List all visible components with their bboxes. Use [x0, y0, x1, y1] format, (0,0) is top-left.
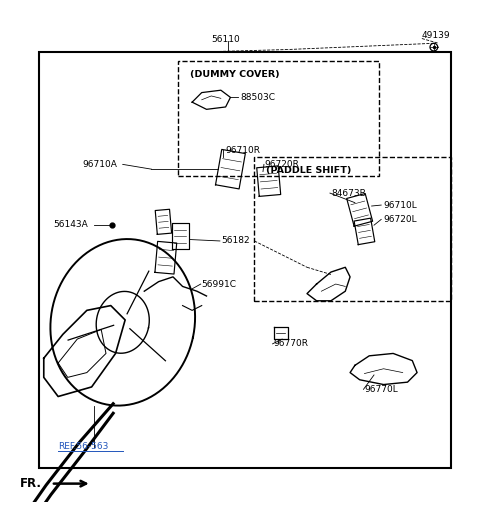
Text: 56110: 56110 — [211, 36, 240, 45]
Text: REF.56-563: REF.56-563 — [58, 442, 108, 452]
Bar — [178, 61, 379, 176]
Text: 96770L: 96770L — [364, 385, 398, 394]
Text: 96720L: 96720L — [384, 215, 417, 224]
Text: 56991C: 56991C — [202, 279, 237, 289]
Text: 96720R: 96720R — [264, 160, 299, 169]
Text: 96710L: 96710L — [384, 201, 417, 209]
Text: (DUMMY COVER): (DUMMY COVER) — [190, 70, 279, 79]
Text: 84673B: 84673B — [331, 188, 366, 197]
Text: 56182: 56182 — [221, 236, 250, 246]
Text: 88503C: 88503C — [240, 93, 275, 102]
Text: 49139: 49139 — [422, 30, 451, 40]
Text: 56143A: 56143A — [53, 219, 88, 229]
Bar — [39, 52, 451, 468]
Text: FR.: FR. — [20, 477, 42, 490]
Bar — [254, 157, 451, 301]
Text: (PADDLE SHIFT): (PADDLE SHIFT) — [266, 166, 352, 175]
Text: 96710A: 96710A — [82, 160, 117, 169]
Text: 96710R: 96710R — [226, 145, 261, 154]
Text: 96770R: 96770R — [274, 339, 309, 349]
